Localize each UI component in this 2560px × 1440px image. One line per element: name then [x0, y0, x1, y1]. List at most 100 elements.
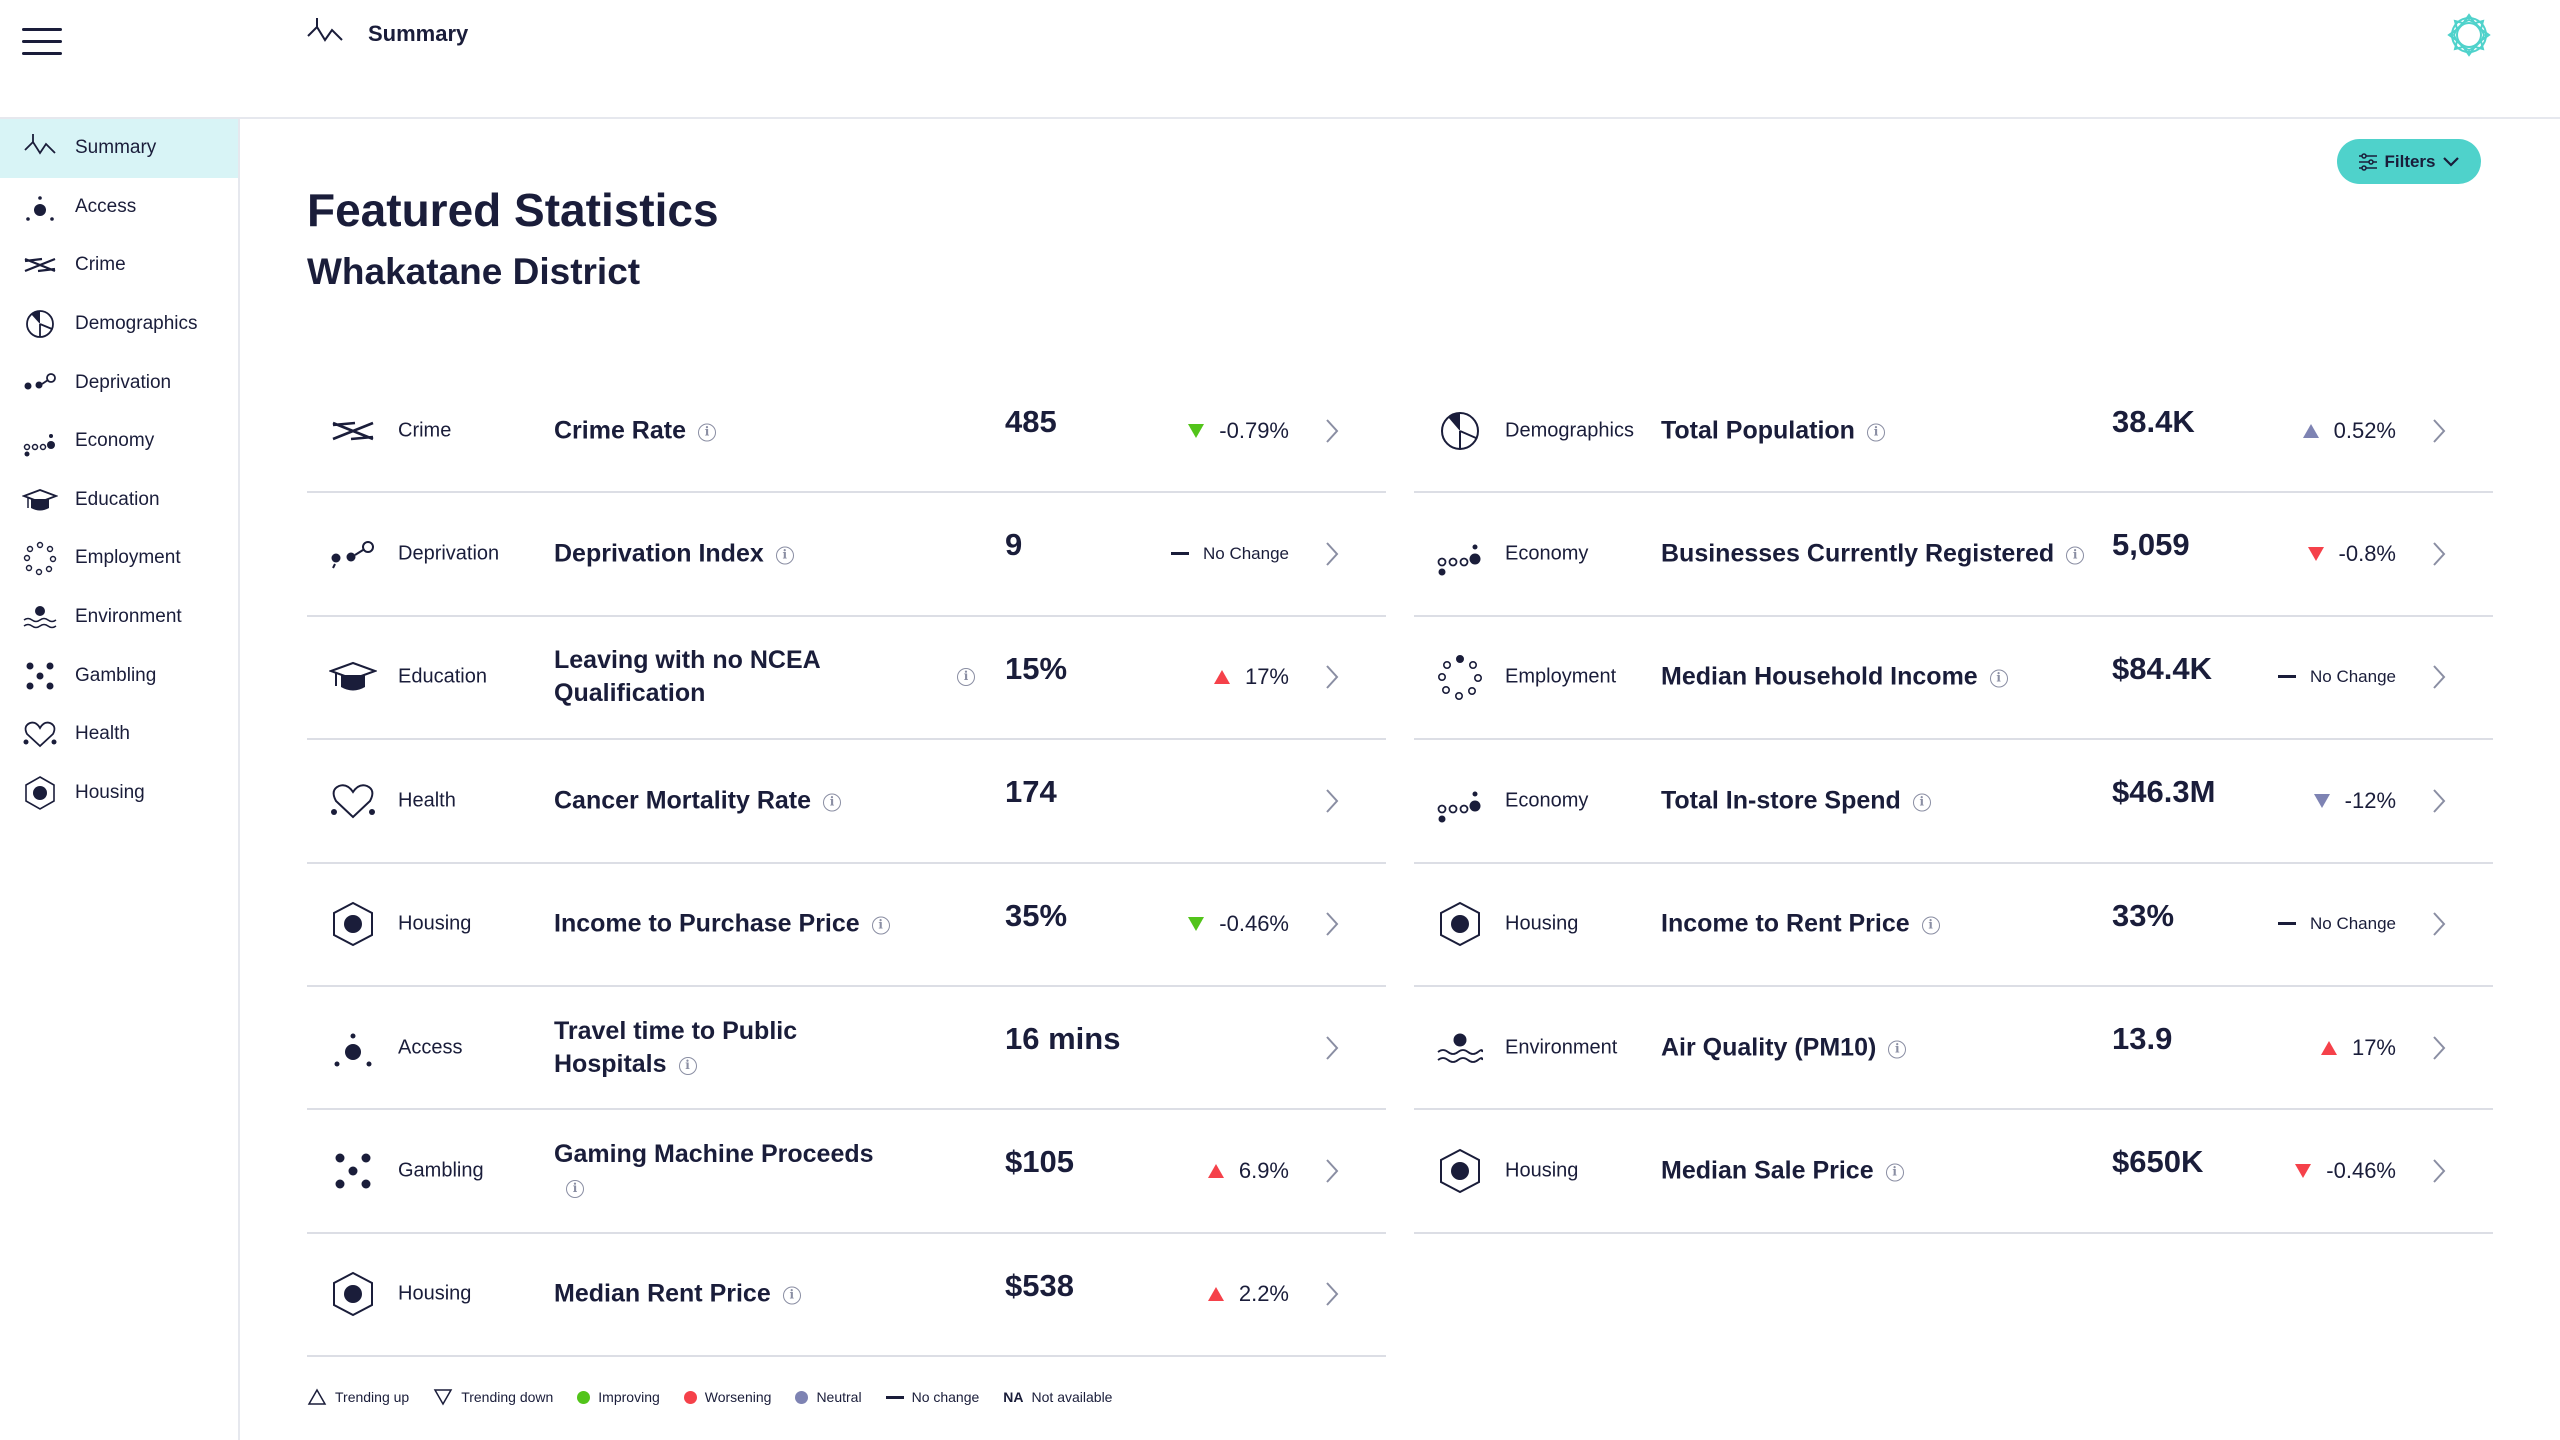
info-icon[interactable]: i	[957, 668, 975, 687]
stat-row-travel-time-hospitals[interactable]: Access Travel time to Public Hospitals i …	[307, 987, 1386, 1111]
sidebar-item-demographics[interactable]: Demographics	[0, 295, 238, 354]
education-icon	[22, 488, 58, 511]
legend-not-available: NA Not available	[1003, 1389, 1113, 1405]
info-icon[interactable]: i	[775, 546, 794, 565]
stat-row-median-rent[interactable]: Housing Median Rent Price i $538 2.2%	[307, 1234, 1386, 1358]
sidebar-item-environment[interactable]: Environment	[0, 588, 238, 647]
stat-value: 485	[1005, 404, 1057, 439]
stat-value: 5,059	[2112, 527, 2190, 563]
stat-row-total-population[interactable]: Demographics Total Population i 38.4K 0.5…	[1414, 370, 2493, 494]
sidebar-item-crime[interactable]: Crime	[0, 236, 238, 295]
stat-change: No Change	[1170, 544, 1289, 564]
chevron-right-icon[interactable]	[1324, 540, 1340, 568]
sidebar-item-health[interactable]: Health	[0, 705, 238, 764]
chevron-right-icon[interactable]	[1324, 1034, 1340, 1062]
environment-icon	[23, 606, 57, 629]
sliders-icon	[2359, 152, 2378, 171]
sidebar-item-access[interactable]: Access	[0, 178, 238, 237]
stat-row-total-instore-spend[interactable]: Economy Total In-store Spend i $46.3M -12…	[1414, 740, 2493, 864]
stat-row-income-to-rent[interactable]: Housing Income to Rent Price i 33% No Cha…	[1414, 864, 2493, 987]
chevron-right-icon[interactable]	[2431, 663, 2447, 691]
chevron-right-icon[interactable]	[1324, 787, 1340, 815]
info-icon[interactable]: i	[871, 916, 890, 935]
filters-button[interactable]: Filters	[2337, 139, 2481, 184]
economy-icon	[1437, 791, 1481, 823]
logo-icon[interactable]	[2446, 12, 2492, 58]
health-icon	[331, 784, 375, 819]
info-icon[interactable]: i	[566, 1180, 584, 1199]
sidebar-item-employment[interactable]: Employment	[0, 529, 238, 588]
chevron-right-icon[interactable]	[2431, 1034, 2447, 1062]
trend-down-outline-icon	[433, 1389, 453, 1406]
chevron-right-icon[interactable]	[2431, 910, 2447, 938]
stat-change: 17%	[2320, 1035, 2396, 1061]
info-icon[interactable]: i	[1921, 916, 1940, 935]
trend-down-icon	[1188, 423, 1205, 438]
sidebar-item-summary[interactable]: Summary	[0, 119, 238, 178]
info-icon[interactable]: i	[1885, 1163, 1904, 1182]
info-icon[interactable]: i	[782, 1286, 801, 1305]
employment-icon	[1437, 655, 1482, 701]
info-icon[interactable]: i	[2066, 546, 2085, 565]
stat-row-gaming-machine-proceeds[interactable]: Gambling Gaming Machine Proceedsi $105 6…	[307, 1110, 1386, 1234]
trend-up-icon	[2320, 1040, 2337, 1055]
stat-value: $650K	[2112, 1144, 2204, 1180]
sidebar-item-gambling[interactable]: Gambling	[0, 646, 238, 705]
info-icon[interactable]: i	[1866, 423, 1885, 442]
stat-row-deprivation-index[interactable]: Deprivation Deprivation Index i 9 No Chan…	[307, 493, 1386, 617]
stat-value: 33%	[2112, 897, 2175, 933]
stat-row-businesses-registered[interactable]: Economy Businesses Currently Registered i…	[1414, 493, 2493, 617]
stat-change: 6.9%	[1207, 1158, 1289, 1184]
stat-row-air-quality[interactable]: Environment Air Quality (PM10) i 13.9 17%	[1414, 987, 2493, 1111]
stat-value: 38.4K	[2112, 404, 2195, 439]
chevron-right-icon[interactable]	[2431, 417, 2447, 445]
stat-change: No Change	[2277, 667, 2396, 687]
trend-down-icon	[2307, 547, 2324, 562]
info-icon[interactable]: i	[678, 1056, 697, 1075]
chevron-right-icon[interactable]	[2431, 540, 2447, 568]
metric-label: Travel time to Public Hospitals i	[554, 1016, 798, 1078]
metric-label: Gaming Machine Proceedsi	[554, 1138, 894, 1204]
sidebar-item-deprivation[interactable]: Deprivation	[0, 353, 238, 412]
legend-no-change: No change	[885, 1389, 979, 1405]
stat-row-median-household-income[interactable]: Employment Median Household Income i $84.…	[1414, 617, 2493, 741]
stat-row-income-to-purchase[interactable]: Housing Income to Purchase Price i 35% -0…	[307, 864, 1386, 987]
stat-value: $46.3M	[2112, 774, 2216, 810]
chevron-right-icon[interactable]	[1324, 1280, 1340, 1308]
stat-row-crime-rate[interactable]: Crime Crime Rate i 485 -0.79%	[307, 370, 1386, 494]
stat-change: 0.52%	[2302, 418, 2396, 444]
stat-value: 13.9	[2112, 1020, 2173, 1056]
chevron-right-icon[interactable]	[1324, 1157, 1340, 1185]
info-icon[interactable]: i	[1888, 1040, 1907, 1059]
region-name: Whakatane District	[307, 251, 641, 292]
stat-value: 16 mins	[1005, 1020, 1121, 1056]
stat-row-ncea-qualification[interactable]: Education Leaving with no NCEA Qualifica…	[307, 617, 1386, 741]
chevron-right-icon[interactable]	[2431, 787, 2447, 815]
legend-worsening: Worsening	[683, 1389, 771, 1405]
sidebar-item-housing[interactable]: Housing	[0, 764, 238, 823]
metric-label: Income to Purchase Price i	[554, 908, 890, 941]
chevron-right-icon[interactable]	[1324, 910, 1340, 938]
info-icon[interactable]: i	[823, 793, 842, 812]
info-icon[interactable]: i	[698, 423, 716, 442]
menu-icon[interactable]	[22, 24, 62, 58]
breadcrumb: Summary	[305, 14, 468, 54]
trend-up-icon	[1207, 1287, 1224, 1302]
stat-value: $538	[1005, 1267, 1074, 1303]
sidebar-item-education[interactable]: Education	[0, 471, 238, 530]
chevron-right-icon[interactable]	[2431, 1157, 2447, 1185]
worsening-dot-icon	[683, 1390, 697, 1404]
stat-value: $105	[1005, 1144, 1074, 1180]
economy-icon	[1437, 544, 1481, 576]
stat-change: 17%	[1213, 664, 1289, 690]
stat-row-median-sale-price[interactable]: Housing Median Sale Price i $650K -0.46%	[1414, 1110, 2493, 1234]
chevron-right-icon[interactable]	[1324, 663, 1340, 691]
metric-label: Air Quality (PM10) i	[1661, 1031, 1907, 1064]
chevron-right-icon[interactable]	[1324, 417, 1340, 445]
sidebar-item-economy[interactable]: Economy	[0, 412, 238, 471]
stat-change: -12%	[2313, 788, 2396, 814]
info-icon[interactable]: i	[1989, 669, 2008, 688]
stat-row-cancer-mortality[interactable]: Health Cancer Mortality Rate i 174	[307, 740, 1386, 864]
info-icon[interactable]: i	[1912, 793, 1931, 812]
access-icon	[26, 196, 54, 221]
